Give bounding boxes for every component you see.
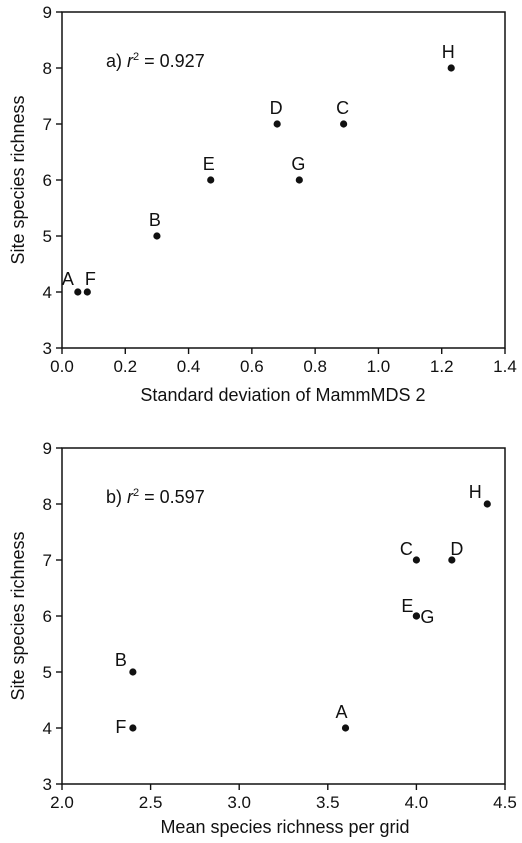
point-label-b: B <box>115 650 127 670</box>
point-label-e: E <box>401 596 413 616</box>
y-tick-label: 8 <box>43 59 52 78</box>
x-axis-title: Standard deviation of MammMDS 2 <box>140 385 425 405</box>
x-tick-label: 0.6 <box>240 357 264 376</box>
point-label-c: C <box>400 539 413 559</box>
y-tick-label: 9 <box>43 439 52 458</box>
r-squared-annotation: a) r2 = 0.927 <box>106 51 205 71</box>
data-point-e <box>207 176 215 184</box>
x-tick-label: 2.0 <box>50 793 74 812</box>
point-label-h: H <box>442 42 455 62</box>
r-squared-annotation: b) r2 = 0.597 <box>106 487 205 507</box>
x-tick-label: 4.5 <box>493 793 517 812</box>
point-label-f: F <box>85 269 96 289</box>
y-tick-label: 4 <box>43 283 52 302</box>
point-label-g: G <box>420 607 434 627</box>
point-label-a: A <box>62 269 74 289</box>
point-label-c: C <box>336 98 349 118</box>
point-label-d: D <box>450 539 463 559</box>
y-tick-label: 6 <box>43 171 52 190</box>
point-label-h: H <box>469 482 482 502</box>
y-tick-label: 7 <box>43 551 52 570</box>
x-tick-label: 1.4 <box>493 357 517 376</box>
y-tick-label: 5 <box>43 227 52 246</box>
x-tick-label: 2.5 <box>139 793 163 812</box>
point-label-f: F <box>115 717 126 737</box>
y-tick-label: 6 <box>43 607 52 626</box>
x-tick-label: 0.8 <box>303 357 327 376</box>
data-point-h <box>447 64 455 72</box>
point-label-d: D <box>270 98 283 118</box>
panel-b: 2.0 2.5 3.0 3.5 4.0 4.5 3 4 5 6 7 8 9 Mean species ri… <box>8 439 517 837</box>
point-label-e: E <box>203 154 215 174</box>
y-axis-title: Site species richness <box>8 95 28 264</box>
y-tick-label: 3 <box>43 775 52 794</box>
data-point-g <box>412 612 420 620</box>
data-point-b <box>129 668 137 676</box>
data-point-a <box>74 288 82 296</box>
y-tick-label: 3 <box>43 339 52 358</box>
data-point-c <box>412 556 420 564</box>
point-label-b: B <box>149 210 161 230</box>
data-point-h <box>483 500 491 508</box>
x-tick-label: 3.0 <box>227 793 251 812</box>
x-axis-title: Mean species richness per grid <box>160 817 409 837</box>
point-label-a: A <box>336 702 348 722</box>
panel-a: 0.0 0.2 0.4 0.6 0.8 1.0 1.2 1.4 3 4 5 6 7 8 9 Standard … <box>8 3 517 405</box>
point-label-g: G <box>291 154 305 174</box>
x-tick-label: 0.0 <box>50 357 74 376</box>
y-tick-label: 4 <box>43 719 52 738</box>
x-tick-label: 4.0 <box>405 793 429 812</box>
data-point-d <box>448 556 456 564</box>
x-tick-label: 0.4 <box>177 357 201 376</box>
y-tick-label: 9 <box>43 3 52 22</box>
x-tick-label: 3.5 <box>316 793 340 812</box>
data-point-c <box>340 120 348 128</box>
x-tick-label: 0.2 <box>113 357 137 376</box>
x-tick-label: 1.2 <box>430 357 454 376</box>
y-tick-label: 7 <box>43 115 52 134</box>
y-tick-label: 5 <box>43 663 52 682</box>
y-tick-label: 8 <box>43 495 52 514</box>
data-point-f <box>83 288 91 296</box>
data-point-a <box>341 724 350 732</box>
y-axis-title: Site species richness <box>8 531 28 700</box>
x-tick-label: 1.0 <box>367 357 391 376</box>
data-point-f <box>129 724 137 732</box>
data-point-d <box>273 120 281 128</box>
data-point-b <box>153 232 161 240</box>
data-point-g <box>295 176 303 184</box>
